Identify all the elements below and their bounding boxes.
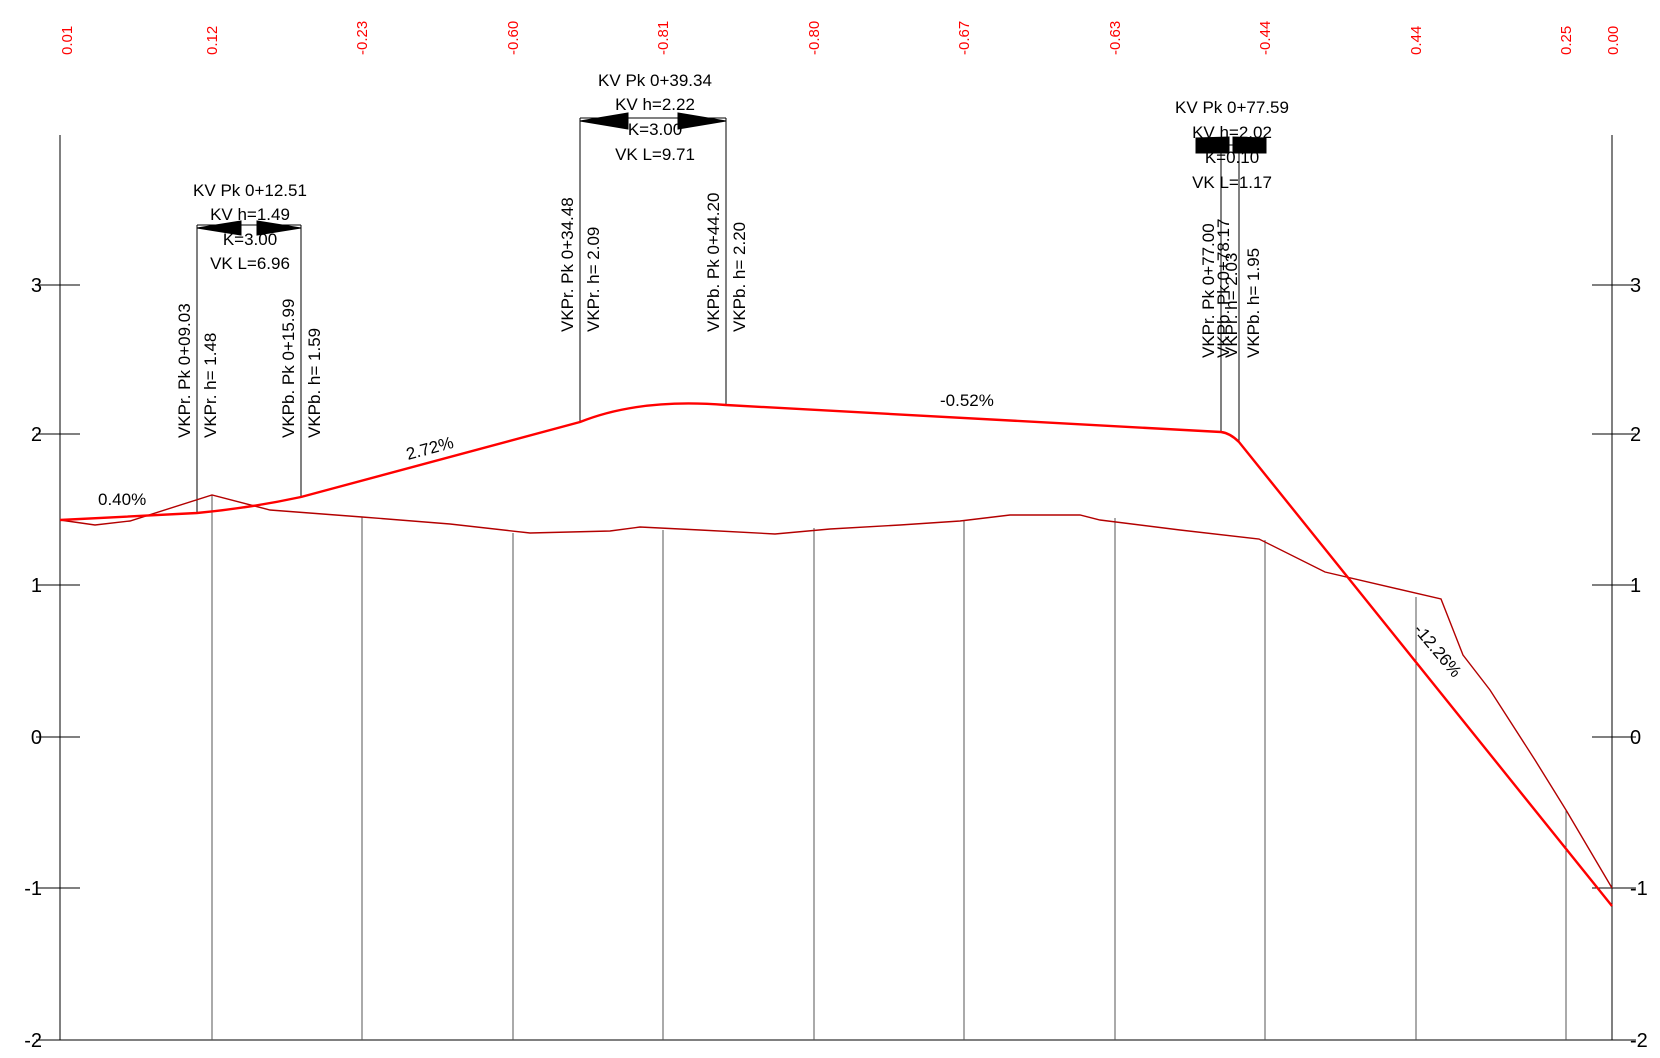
curve-1-labels: KV Pk 0+12.51 KV h=1.49 K=3.00 VK L=6.96… (175, 181, 324, 438)
curve-start-label: VKPr. h= 2.09 (584, 227, 603, 332)
tick-label: 2 (1630, 424, 1641, 446)
curve-end-label: VKPb. Pk 0+44.20 (704, 193, 723, 332)
curve-arrow-right (256, 220, 302, 236)
frame (36, 135, 1636, 1041)
tick-label: -1 (1630, 878, 1648, 900)
elevation-diff: -0.80 (806, 21, 823, 55)
curve-arrow-right (677, 112, 727, 130)
curve-start-label: VKPr. h= 1.48 (201, 333, 220, 438)
elevation-diff: 0.12 (204, 26, 221, 55)
elevation-diff: -0.60 (505, 21, 522, 55)
tick-label: 3 (1630, 275, 1641, 297)
tick-label: 0 (31, 727, 42, 749)
tick-label: 2 (31, 424, 42, 446)
curve-top-label: KV Pk 0+77.59 (1175, 98, 1289, 117)
curve-start-label: VKPr. Pk 0+77.00 (1199, 223, 1218, 358)
curve-arrow-left (579, 112, 629, 130)
elevation-diff: -0.44 (1257, 21, 1274, 55)
tick-label: 1 (31, 575, 42, 597)
curve-top-label: KV h=1.49 (210, 205, 290, 224)
tick-label: 3 (31, 275, 42, 297)
tick-label: 1 (1630, 575, 1641, 597)
grade-label: 0.40% (98, 490, 146, 509)
curve-top-label: KV Pk 0+12.51 (193, 181, 307, 200)
ground-line (59, 494, 1613, 889)
curve-arrow-right (1232, 136, 1267, 154)
elevation-diff: -0.63 (1107, 21, 1124, 55)
curve-2-labels: KV Pk 0+39.34 KV h=2.22 K=3.00 VK L=9.71… (558, 71, 749, 332)
curve-start-label: VKPr. Pk 0+09.03 (175, 303, 194, 438)
curve-top-label: VK L=9.71 (615, 145, 695, 164)
tick-label: 0 (1630, 727, 1641, 749)
elevation-diff: 0.01 (59, 26, 76, 55)
elevation-ticks-left: 3 2 1 0 -1 -2 (24, 275, 42, 1052)
grade-label: 2.72% (404, 433, 455, 464)
curve-arrow-left (196, 220, 242, 236)
curve-top-label: VK L=1.17 (1192, 173, 1272, 192)
curve-top-label: VK L=6.96 (210, 254, 290, 273)
curve-top-label: KV Pk 0+39.34 (598, 71, 712, 90)
curve-top-label: KV h=2.22 (615, 95, 695, 114)
elevation-diff: 0.25 (1558, 26, 1575, 55)
curve-start-label: VKPr. Pk 0+34.48 (558, 197, 577, 332)
tick-label: -1 (24, 878, 42, 900)
design-grade-line (59, 402, 1613, 907)
elevation-diff: 0.00 (1605, 26, 1622, 55)
elevation-diff: -0.81 (655, 21, 672, 55)
elevation-diff: -0.23 (354, 21, 371, 55)
curve-end-label: VKPb. h= 2.20 (730, 222, 749, 332)
curve-arrow-left (1195, 136, 1230, 154)
curve-end-label: VKPb. h= 1.59 (305, 328, 324, 438)
station-lines (211, 495, 1567, 1040)
elevation-diff-row: 0.01 0.12 -0.23 -0.60 -0.81 -0.80 -0.67 … (59, 21, 1622, 55)
curve-markers (196, 112, 1267, 513)
grade-labels: 0.40% 2.72% -0.52% -12.26% (98, 391, 1465, 681)
curve-start-label: VKPr. h= 2.03 (1222, 253, 1241, 358)
curve-top-label: K=0.10 (1205, 148, 1259, 167)
curve-top-label: K=3.00 (628, 120, 682, 139)
elevation-diff: -0.67 (956, 21, 973, 55)
grade-label: -0.52% (940, 391, 994, 410)
curve-end-label: VKPb. Pk 0+78.17 (1214, 219, 1233, 358)
tick-label: -2 (24, 1030, 42, 1052)
curve-end-label: VKPb. h= 1.95 (1244, 248, 1263, 358)
elevation-diff: 0.44 (1408, 26, 1425, 55)
tick-label: -2 (1630, 1030, 1648, 1052)
grade-label: -12.26% (1410, 620, 1465, 681)
curve-top-label: K=3.00 (223, 230, 277, 249)
elevation-ticks-right: 3 2 1 0 -1 -2 (1630, 275, 1648, 1052)
curve-top-label: KV h=2.02 (1192, 123, 1272, 142)
curve-3-labels: KV Pk 0+77.59 KV h=2.02 K=0.10 VK L=1.17… (1175, 98, 1289, 358)
curve-end-label: VKPb. Pk 0+15.99 (279, 299, 298, 438)
